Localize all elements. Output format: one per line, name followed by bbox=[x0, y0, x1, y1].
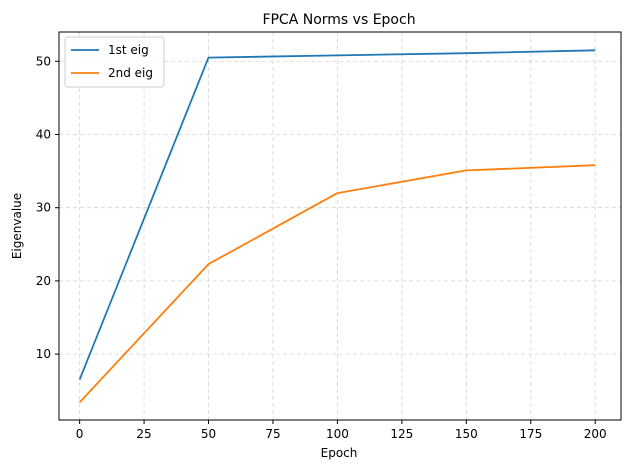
x-tick-label: 150 bbox=[455, 427, 478, 441]
grid-lines bbox=[59, 32, 621, 420]
legend-label-2nd-eig: 2nd eig bbox=[108, 66, 153, 80]
legend-label-1st-eig: 1st eig bbox=[108, 43, 149, 57]
x-tick-label: 75 bbox=[265, 427, 280, 441]
y-axis-ticks: 10 20 30 40 50 bbox=[36, 54, 59, 361]
x-tick-label: 100 bbox=[326, 427, 349, 441]
series-line-1 bbox=[78, 49, 596, 381]
series-line-2 bbox=[78, 164, 596, 404]
x-tick-label: 125 bbox=[390, 427, 413, 441]
y-tick-label: 40 bbox=[36, 127, 51, 141]
x-tick-label: 25 bbox=[136, 427, 151, 441]
y-tick-label: 50 bbox=[36, 54, 51, 68]
x-tick-label: 50 bbox=[201, 427, 216, 441]
x-tick-label: 175 bbox=[519, 427, 542, 441]
series-layer bbox=[78, 49, 596, 404]
plot-frame bbox=[58, 31, 622, 421]
y-tick-label: 10 bbox=[36, 347, 51, 361]
chart-title: FPCA Norms vs Epoch bbox=[262, 12, 415, 28]
y-axis-label: Eigenvalue bbox=[10, 193, 24, 259]
y-tick-label: 30 bbox=[36, 201, 51, 215]
x-axis-label: Epoch bbox=[321, 446, 358, 460]
y-tick-label: 20 bbox=[36, 274, 51, 288]
x-tick-label: 0 bbox=[76, 427, 84, 441]
x-tick-label: 200 bbox=[584, 427, 607, 441]
legend: 1st eig 2nd eig bbox=[64, 36, 165, 88]
x-axis-ticks: 0 25 50 75 100 125 150 175 200 bbox=[76, 420, 607, 441]
